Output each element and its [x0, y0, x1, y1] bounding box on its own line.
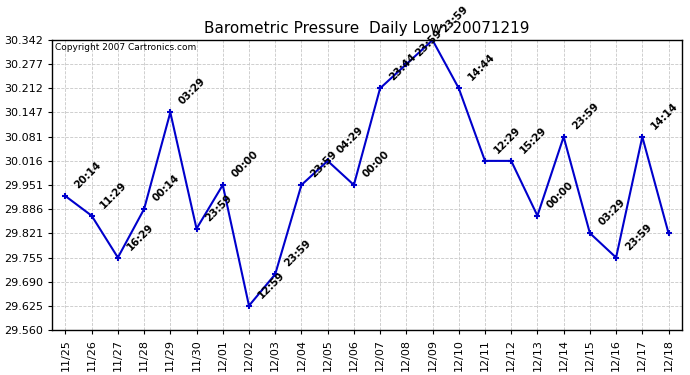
- Text: 23:59: 23:59: [204, 193, 234, 223]
- Title: Barometric Pressure  Daily Low  20071219: Barometric Pressure Daily Low 20071219: [204, 21, 530, 36]
- Text: 00:00: 00:00: [544, 180, 575, 210]
- Text: 23:59: 23:59: [308, 149, 339, 179]
- Text: 11:29: 11:29: [99, 180, 129, 210]
- Text: 12:59: 12:59: [256, 270, 286, 300]
- Text: 14:44: 14:44: [466, 52, 497, 83]
- Text: 15:29: 15:29: [518, 125, 549, 155]
- Text: 03:29: 03:29: [177, 76, 208, 107]
- Text: 23:44: 23:44: [387, 52, 417, 83]
- Text: 16:29: 16:29: [125, 222, 155, 252]
- Text: 20:14: 20:14: [72, 160, 103, 190]
- Text: 23:59: 23:59: [413, 28, 444, 58]
- Text: 04:29: 04:29: [335, 125, 365, 155]
- Text: 23:59: 23:59: [571, 101, 601, 131]
- Text: 03:29: 03:29: [597, 197, 627, 228]
- Text: 23:59: 23:59: [440, 4, 470, 34]
- Text: 00:14: 00:14: [151, 173, 181, 204]
- Text: 14:14: 14:14: [649, 100, 680, 131]
- Text: 12:29: 12:29: [492, 125, 522, 155]
- Text: 23:59: 23:59: [282, 238, 313, 268]
- Text: 23:59: 23:59: [623, 222, 653, 252]
- Text: 00:00: 00:00: [230, 149, 260, 179]
- Text: 00:00: 00:00: [361, 149, 391, 179]
- Text: Copyright 2007 Cartronics.com: Copyright 2007 Cartronics.com: [55, 43, 197, 52]
